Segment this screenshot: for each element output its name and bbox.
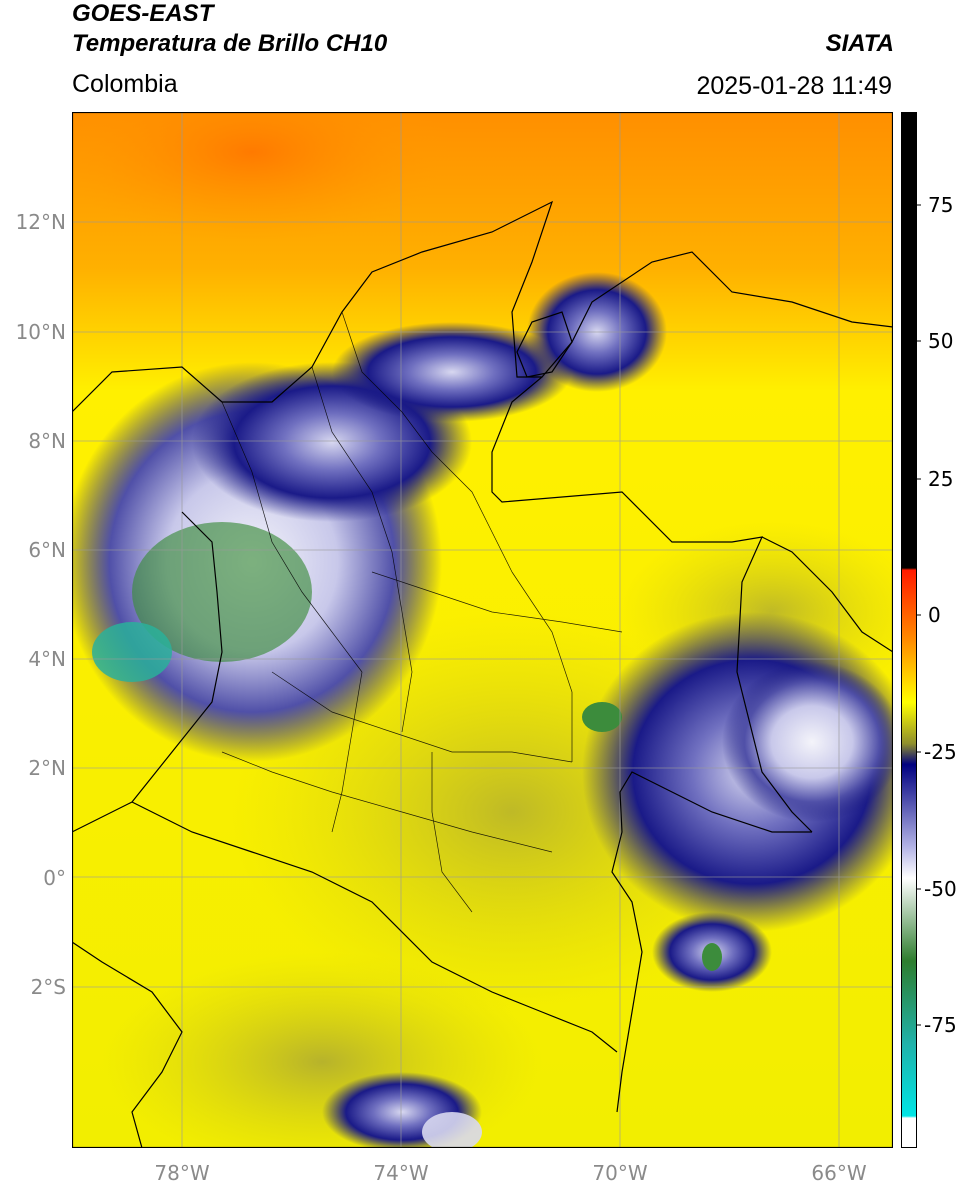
- lon-tick-66w: 66°W: [811, 1161, 866, 1185]
- timestamp-label: 2025-01-28 11:49: [696, 72, 892, 100]
- country-borders: [71, 200, 894, 1149]
- title-product: Temperatura de Brillo CH10: [72, 30, 388, 57]
- lat-tick-12n: 12°N: [16, 210, 66, 234]
- cb-tick-75: 75: [928, 193, 953, 217]
- map-frame: [71, 111, 894, 1149]
- brightness-temperature-map: [52, 62, 922, 1172]
- lat-tick-8n: 8°N: [28, 429, 66, 453]
- cb-tick-neg50: -50: [924, 877, 957, 901]
- lon-tick-70w: 70°W: [592, 1161, 647, 1185]
- department-borders: [221, 311, 623, 913]
- longitude-axis: 78°W 74°W 70°W 66°W: [154, 1161, 866, 1185]
- lon-tick-78w: 78°W: [154, 1161, 209, 1185]
- lat-tick-2n: 2°N: [28, 756, 66, 780]
- lat-tick-4n: 4°N: [28, 647, 66, 671]
- lon-tick-74w: 74°W: [373, 1161, 428, 1185]
- title-satellite: GOES-EAST: [72, 0, 214, 27]
- cb-tick-neg25: -25: [924, 740, 957, 764]
- lat-tick-10n: 10°N: [16, 320, 66, 344]
- cb-tick-neg75: -75: [924, 1013, 957, 1037]
- colorbar-labels: 75 50 25 0 -25 -50 -75: [924, 193, 957, 1037]
- latitude-axis: 12°N 10°N 8°N 6°N 4°N 2°N 0° 2°S: [16, 210, 66, 999]
- map-panel[interactable]: [52, 62, 922, 1172]
- cloud-system-east: [582, 612, 922, 992]
- colorbar: [901, 112, 917, 1148]
- cb-tick-50: 50: [928, 329, 953, 353]
- lat-tick-2s: 2°S: [31, 975, 66, 999]
- graticule: [72, 112, 893, 1148]
- lat-tick-0: 0°: [43, 866, 66, 890]
- cb-tick-25: 25: [928, 467, 953, 491]
- brand-label: SIATA: [825, 30, 894, 57]
- cloud-system-south: [322, 1072, 482, 1152]
- cb-tick-0: 0: [928, 603, 941, 627]
- region-label: Colombia: [72, 70, 178, 98]
- lat-tick-6n: 6°N: [28, 538, 66, 562]
- colorbar-ticks: [917, 204, 921, 1026]
